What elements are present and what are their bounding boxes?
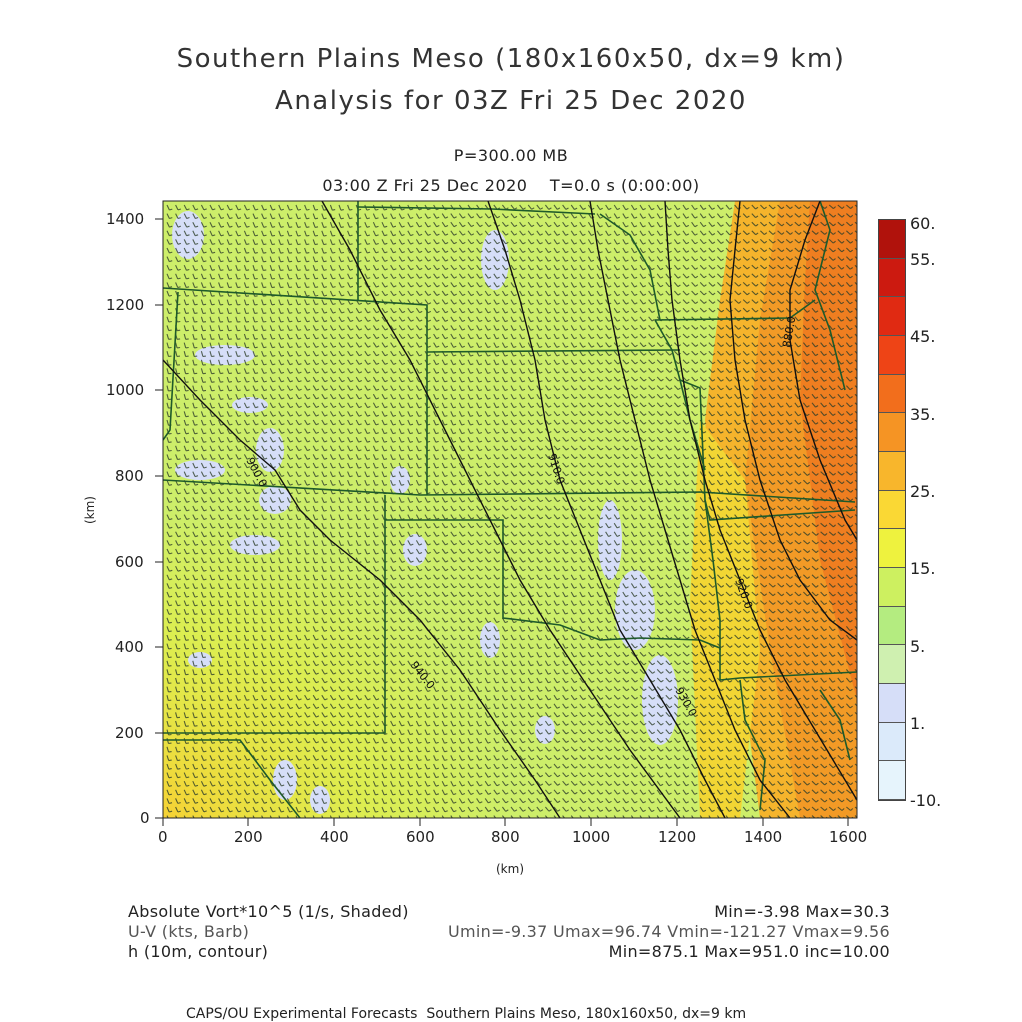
- x-tick-label: 600: [406, 828, 435, 846]
- colorbar-label: -10.: [910, 791, 942, 810]
- x-tick-label: 200: [234, 828, 263, 846]
- colorbar-label: 1.: [910, 714, 926, 733]
- colorbar-swatch: [879, 374, 905, 414]
- level-label: P=300.00 MB: [453, 146, 569, 165]
- field-name-wind: U-V (kts, Barb): [128, 922, 250, 941]
- colorbar-swatch: [879, 413, 905, 452]
- colorbar-swatch: [879, 529, 905, 568]
- time-label: 03:00 Z Fri 25 Dec 2020 T=0.0 s (0:00:00…: [322, 176, 700, 195]
- colorbar: [878, 219, 906, 801]
- colorbar-swatch: [879, 683, 905, 723]
- colorbar-label: 25.: [910, 482, 936, 501]
- x-tick-label: 800: [491, 828, 520, 846]
- axis-ticks: [155, 218, 849, 826]
- colorbar-swatch: [879, 297, 905, 336]
- y-tick-label: 1400: [106, 210, 145, 228]
- y-tick-label: 400: [115, 638, 144, 656]
- colorbar-swatch: [879, 490, 905, 530]
- height-contours: [163, 201, 857, 818]
- y-tick-label: 1000: [106, 381, 145, 399]
- colorbar-label: 45.: [910, 327, 936, 346]
- title-line-1: Southern Plains Meso (180x160x50, dx=9 k…: [176, 44, 846, 74]
- colorbar-label: 55.: [910, 250, 936, 269]
- colorbar-swatch: [879, 567, 905, 607]
- colorbar-swatch: [879, 451, 905, 491]
- colorbar-label: 60.: [910, 214, 936, 233]
- y-tick-label: 200: [115, 724, 144, 742]
- field-name-height: h (10m, contour): [128, 942, 269, 961]
- colorbar-swatch: [879, 258, 905, 298]
- vorticity-shading: [163, 201, 857, 818]
- field-stats-height: Min=875.1 Max=951.0 inc=10.00: [608, 942, 890, 961]
- x-axis-label: (km): [496, 862, 525, 876]
- footer-credit: CAPS/OU Experimental Forecasts Southern …: [186, 1006, 747, 1022]
- x-tick-label: 0: [158, 828, 168, 846]
- x-tick-label: 1400: [744, 828, 783, 846]
- colorbar-label: 5.: [910, 637, 926, 656]
- y-tick-label: 1200: [106, 296, 145, 314]
- colorbar-swatch: [879, 645, 905, 684]
- plot-frame: [162, 200, 858, 819]
- colorbar-swatch: [879, 761, 905, 800]
- colorbar-label: 35.: [910, 405, 936, 424]
- y-axis-label: (km): [83, 495, 98, 525]
- y-tick-label: 800: [115, 467, 144, 485]
- field-stats-vorticity: Min=-3.98 Max=30.3: [714, 902, 890, 921]
- x-tick-label: 1600: [829, 828, 868, 846]
- contour-label: 880.0: [780, 315, 798, 348]
- wind-barbs: [166, 204, 857, 818]
- colorbar-swatch: [879, 335, 905, 375]
- wind-barb-field: [166, 204, 857, 818]
- colorbar-swatch: [879, 220, 905, 259]
- x-tick-label: 1200: [658, 828, 697, 846]
- colorbar-label: 15.: [910, 559, 936, 578]
- colorbar-swatch: [879, 722, 905, 762]
- title-line-2: Analysis for 03Z Fri 25 Dec 2020: [275, 86, 747, 116]
- colorbar-swatch: [879, 606, 905, 646]
- field-name-vorticity: Absolute Vort*10^5 (1/s, Shaded): [128, 902, 409, 921]
- x-tick-label: 400: [320, 828, 349, 846]
- y-tick-label: 600: [115, 553, 144, 571]
- field-stats-wind: Umin=-9.37 Umax=96.74 Vmin=-121.27 Vmax=…: [447, 922, 890, 941]
- y-tick-label: 0: [140, 809, 150, 827]
- x-tick-label: 1000: [572, 828, 611, 846]
